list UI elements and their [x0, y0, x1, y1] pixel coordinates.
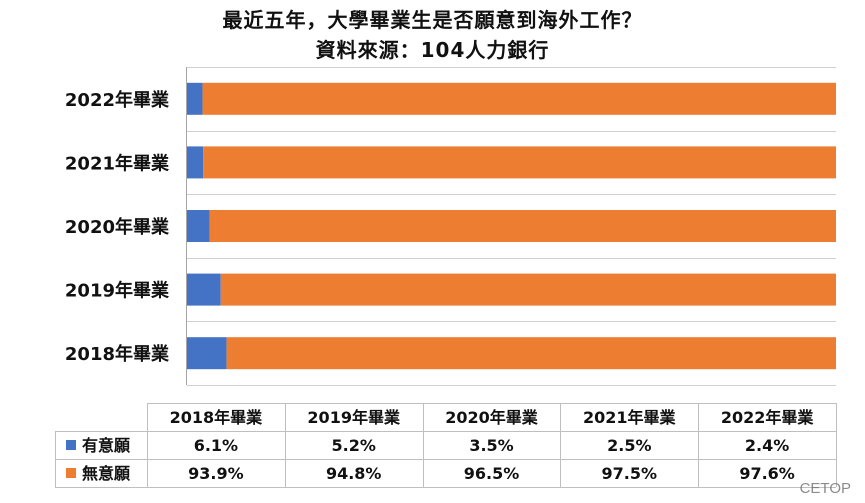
- table-value-cell: 3.5%: [469, 436, 513, 455]
- category-label: 2021年畢業: [65, 152, 170, 174]
- category-label: 2019年畢業: [65, 280, 170, 302]
- table-header-cell: 2018年畢業: [170, 408, 264, 427]
- bar-yes: [187, 273, 221, 306]
- table-value-cell: 96.5%: [464, 464, 520, 483]
- table-value-cell: 2.5%: [607, 436, 651, 455]
- table-row-label: 有意願: [82, 436, 131, 455]
- table-value-cell: 97.5%: [602, 464, 658, 483]
- table-value-cell: 94.8%: [326, 464, 382, 483]
- bar-no: [220, 273, 837, 306]
- table-value-cell: 2.4%: [745, 436, 789, 455]
- watermark-text: CETOP: [799, 480, 851, 497]
- bar-no: [209, 210, 837, 242]
- bar-no: [202, 82, 837, 115]
- table-header-cell: 2021年畢業: [583, 408, 677, 427]
- category-label: 2020年畢業: [65, 216, 170, 238]
- category-label: 2022年畢業: [65, 89, 170, 111]
- bar-no: [226, 337, 837, 370]
- table-value-cell: 93.9%: [188, 464, 244, 483]
- chart-subtitle: 資料來源：104人力銀行: [315, 38, 550, 62]
- table-value-cell: 97.6%: [739, 464, 795, 483]
- legend-swatch-no: [66, 468, 76, 478]
- table-value-cell: 6.1%: [194, 436, 238, 455]
- table-row-label: 無意願: [82, 464, 131, 483]
- table-value-cell: 5.2%: [332, 436, 376, 455]
- table-header-cell: 2019年畢業: [307, 408, 401, 427]
- table-header-cell: 2022年畢業: [721, 408, 815, 427]
- chart-title: 最近五年，大學畢業生是否願意到海外工作？: [222, 8, 643, 32]
- bar-yes: [187, 337, 227, 370]
- bar-yes: [187, 146, 204, 179]
- category-label: 2018年畢業: [65, 343, 170, 365]
- legend-swatch-yes: [66, 440, 76, 450]
- bar-no: [203, 146, 837, 179]
- bar-yes: [187, 210, 210, 242]
- table-header-cell: 2020年畢業: [445, 408, 539, 427]
- bar-yes: [187, 82, 203, 115]
